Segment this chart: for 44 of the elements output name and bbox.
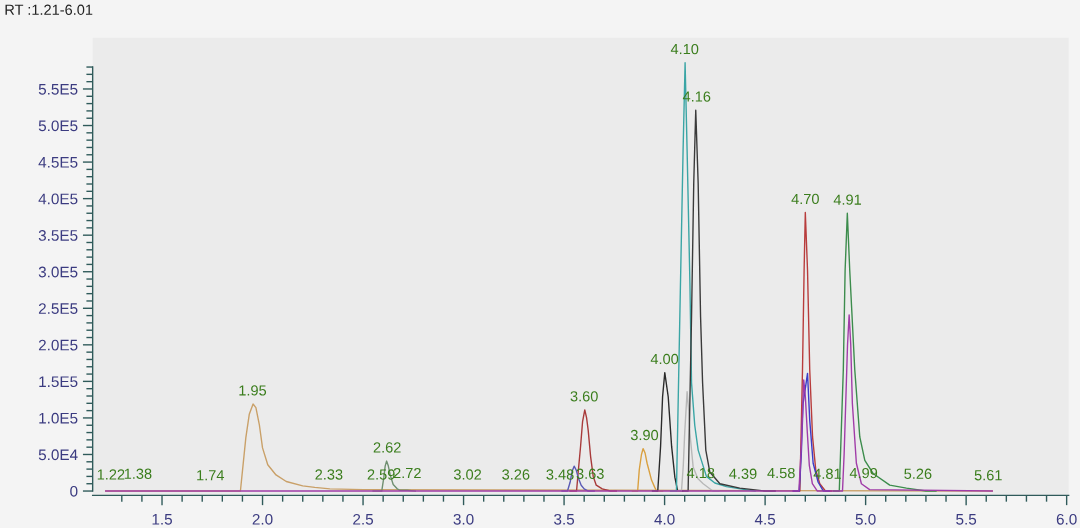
y-tick-label: 0 — [70, 485, 78, 497]
y-tick-label: 2.0E5 — [38, 339, 78, 351]
annotation: 4.00 — [650, 353, 679, 365]
annotation: 1.74 — [197, 470, 225, 481]
annotation: 4.70 — [791, 193, 819, 205]
x-tick-label: 5.0 — [855, 513, 876, 525]
annotation: 2.59 — [367, 469, 395, 480]
x-tick-label: 4.5 — [754, 514, 776, 525]
annotation: 1.38 — [124, 468, 152, 479]
annotation: 3.02 — [453, 469, 482, 480]
annotation: 5.61 — [974, 470, 1002, 481]
annotation: 2.72 — [393, 467, 421, 479]
annotation: 4.10 — [670, 43, 699, 55]
annotation: 4.91 — [833, 194, 862, 205]
x-tick-label: 3.5 — [554, 513, 575, 525]
annotation: 3.60 — [570, 391, 598, 402]
x-tick-label: 3.0 — [453, 513, 474, 525]
x-tick-label: 4.0 — [654, 513, 675, 525]
annotation: 2.62 — [373, 442, 401, 453]
y-tick-label: 3.0E5 — [38, 266, 78, 278]
x-tick-label: 6.0 — [1056, 513, 1077, 525]
annotation: 3.26 — [502, 469, 530, 480]
y-tick-label: 2.5E5 — [38, 303, 78, 314]
annotation: 4.39 — [729, 468, 757, 479]
y-tick-label: 5.0E4 — [38, 449, 78, 461]
x-tick-label: 1.5 — [152, 514, 172, 525]
x-tick-label: 5.5 — [956, 514, 977, 525]
y-tick-label: 5.5E5 — [38, 84, 78, 95]
annotation: 1.22 — [97, 469, 125, 480]
y-tick-label: 4.5E5 — [38, 157, 78, 168]
chart-title: RT :1.21-6.01 — [5, 4, 93, 15]
annotation: 3.48 — [546, 469, 574, 480]
annotation: 3.90 — [630, 429, 659, 441]
annotation: 5.26 — [904, 468, 932, 479]
annotation: 2.33 — [315, 469, 343, 480]
annotation: 4.58 — [767, 467, 795, 479]
y-tick-label: 1.5E5 — [39, 376, 78, 388]
y-tick-label: 3.5E5 — [38, 230, 78, 241]
y-tick-label: 1.0E5 — [39, 412, 78, 424]
annotation: 1.95 — [239, 385, 267, 396]
y-tick-label: 5.0E5 — [38, 120, 78, 132]
y-tick-label: 4.0E5 — [38, 193, 78, 205]
x-tick-label: 2.0 — [252, 513, 273, 525]
x-tick-label: 2.5 — [353, 513, 374, 525]
